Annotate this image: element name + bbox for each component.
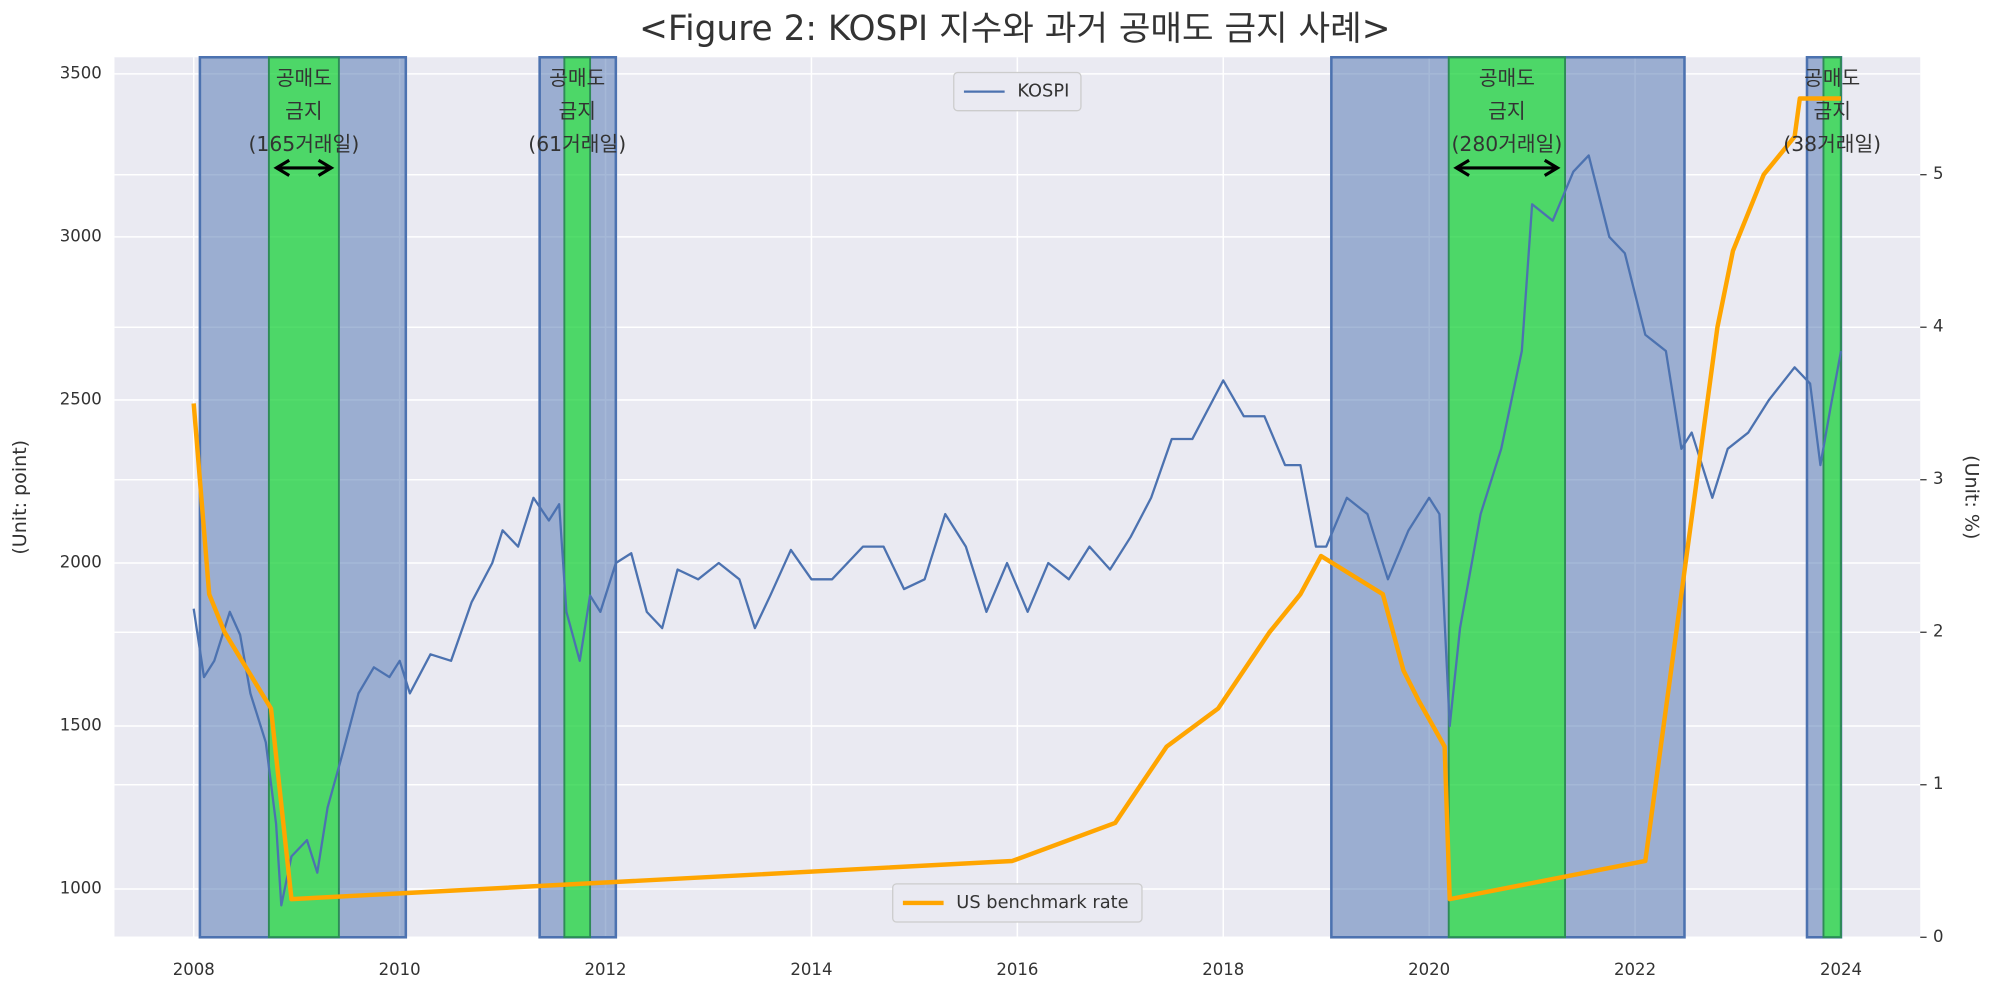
x-tick-label: 2008 (173, 960, 215, 979)
y-tick-label: 3000 (60, 226, 102, 245)
x-tick-label: 2014 (790, 960, 832, 979)
y-tick-label: 1500 (60, 715, 102, 734)
chart-title: <Figure 2: KOSPI 지수와 과거 공매도 금지 사례> (639, 9, 1390, 49)
x-tick-label: 2022 (1614, 960, 1656, 979)
ban-period (1447, 56, 1567, 939)
ban-annotation: 금지 (1488, 99, 1525, 123)
x-tick-label: 2016 (996, 960, 1038, 979)
legend-box (892, 883, 1143, 923)
ban-annotation: 금지 (285, 99, 322, 123)
legend-label: KOSPI (1017, 81, 1069, 102)
legend-label: US benchmark rate (956, 892, 1128, 913)
y-tick-label: 1000 (60, 879, 102, 898)
ban-period (563, 56, 592, 939)
ban-annotation: 공매도 (276, 66, 332, 90)
ban-arrow-head (1453, 158, 1561, 177)
x-tick-label: 2012 (585, 960, 627, 979)
y-tick-label: 3500 (60, 63, 102, 82)
y2-tick-label: 2 (1933, 622, 1944, 641)
y-axis-label: (Unit: point) (9, 440, 31, 555)
x-tick-label: 2024 (1820, 960, 1862, 979)
ban-annotation: 금지 (559, 99, 596, 123)
series-line (191, 96, 1842, 902)
ban-annotation: (61거래일) (528, 132, 626, 156)
y2-tick-label: 4 (1933, 317, 1944, 336)
ban-annotation: 공매도 (549, 66, 605, 90)
ban-annotation: (165거래일) (248, 132, 359, 156)
ban-period (1822, 56, 1842, 939)
x-tick-label: 2020 (1408, 960, 1450, 979)
series-line (192, 154, 1843, 907)
ban-annotation: (280거래일) (1451, 132, 1562, 156)
legend-box (953, 71, 1082, 112)
x-tick-label: 2018 (1202, 960, 1244, 979)
ban-annotation: 금지 (1814, 99, 1851, 123)
y2-tick-label: 1 (1933, 774, 1944, 793)
y2-tick-label: 5 (1933, 164, 1944, 183)
ban-arrow-head (273, 158, 335, 177)
y2-tick-label: 3 (1933, 469, 1944, 488)
y2-axis-label: (Unit: %) (1961, 455, 1983, 539)
x-tick-label: 2010 (379, 960, 421, 979)
y2-tick-label: 0 (1933, 927, 1944, 946)
y-tick-label: 2500 (60, 389, 102, 408)
y-tick-label: 2000 (60, 552, 102, 571)
ban-annotation: 공매도 (1479, 66, 1535, 90)
ban-annotation: 공매도 (1804, 66, 1860, 90)
ban-annotation: (38거래일) (1783, 132, 1881, 156)
